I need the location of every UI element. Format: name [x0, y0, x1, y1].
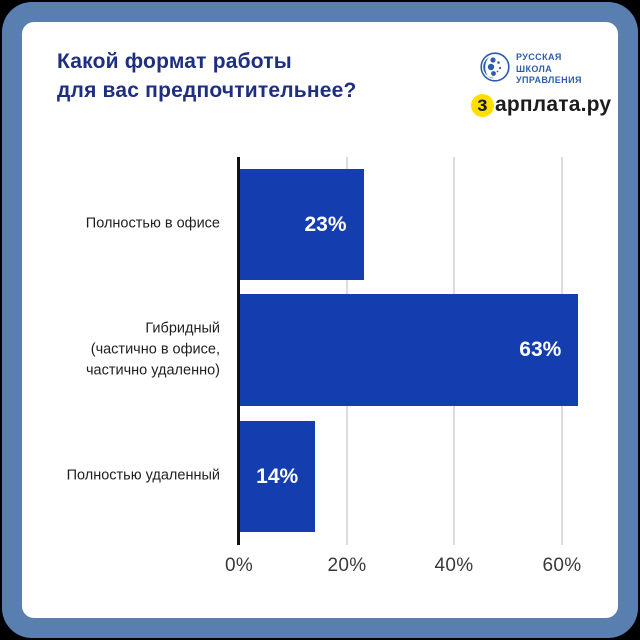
chart-title: Какой формат работы для вас предпочтител… [57, 50, 357, 102]
xtick-20: 20% [327, 555, 367, 576]
bar-remote: 14% [240, 421, 316, 532]
rsu-logo-line1: РУССКАЯ [516, 52, 562, 62]
category-label-remote: Полностью удаленный [66, 467, 220, 484]
zarplata-first-letter: з [477, 93, 488, 116]
zarplata-logo-text: арплата.ру [495, 93, 612, 116]
rsu-logo: РУССКАЯ ШКОЛА УПРАВЛЕНИЯ [480, 52, 582, 87]
infographic-card: Какой формат работы для вас предпочтител… [22, 22, 618, 618]
bar-value-label: 23% [304, 212, 347, 236]
xtick-0: 0% [224, 555, 254, 576]
bar-hybrid: 63% [240, 294, 579, 406]
rsu-logo-text: РУССКАЯ ШКОЛА УПРАВЛЕНИЯ [516, 52, 582, 87]
xtick-40: 40% [434, 555, 474, 576]
rsu-logo-line2: ШКОЛА [516, 63, 553, 74]
y-axis-line [237, 157, 240, 545]
bar-value-label: 63% [519, 338, 562, 361]
zarplata-logo: з арплата.ру [471, 93, 611, 117]
bar-chart: Полностью в офисе Гибридный (частично в … [22, 22, 618, 618]
rsu-logo-line3: УПРАВЛЕНИЯ [516, 75, 582, 86]
category-label-hybrid: Гибридный (частично в офисе, частично уд… [86, 320, 220, 379]
zarplata-yellow-circle-icon: з [471, 93, 494, 117]
rsu-globe-icon [480, 52, 510, 87]
bar-office: 23% [240, 169, 364, 280]
xtick-60: 60% [542, 555, 582, 576]
category-label-office: Полностью в офисе [85, 215, 220, 232]
bar-value-label: 14% [256, 464, 299, 488]
